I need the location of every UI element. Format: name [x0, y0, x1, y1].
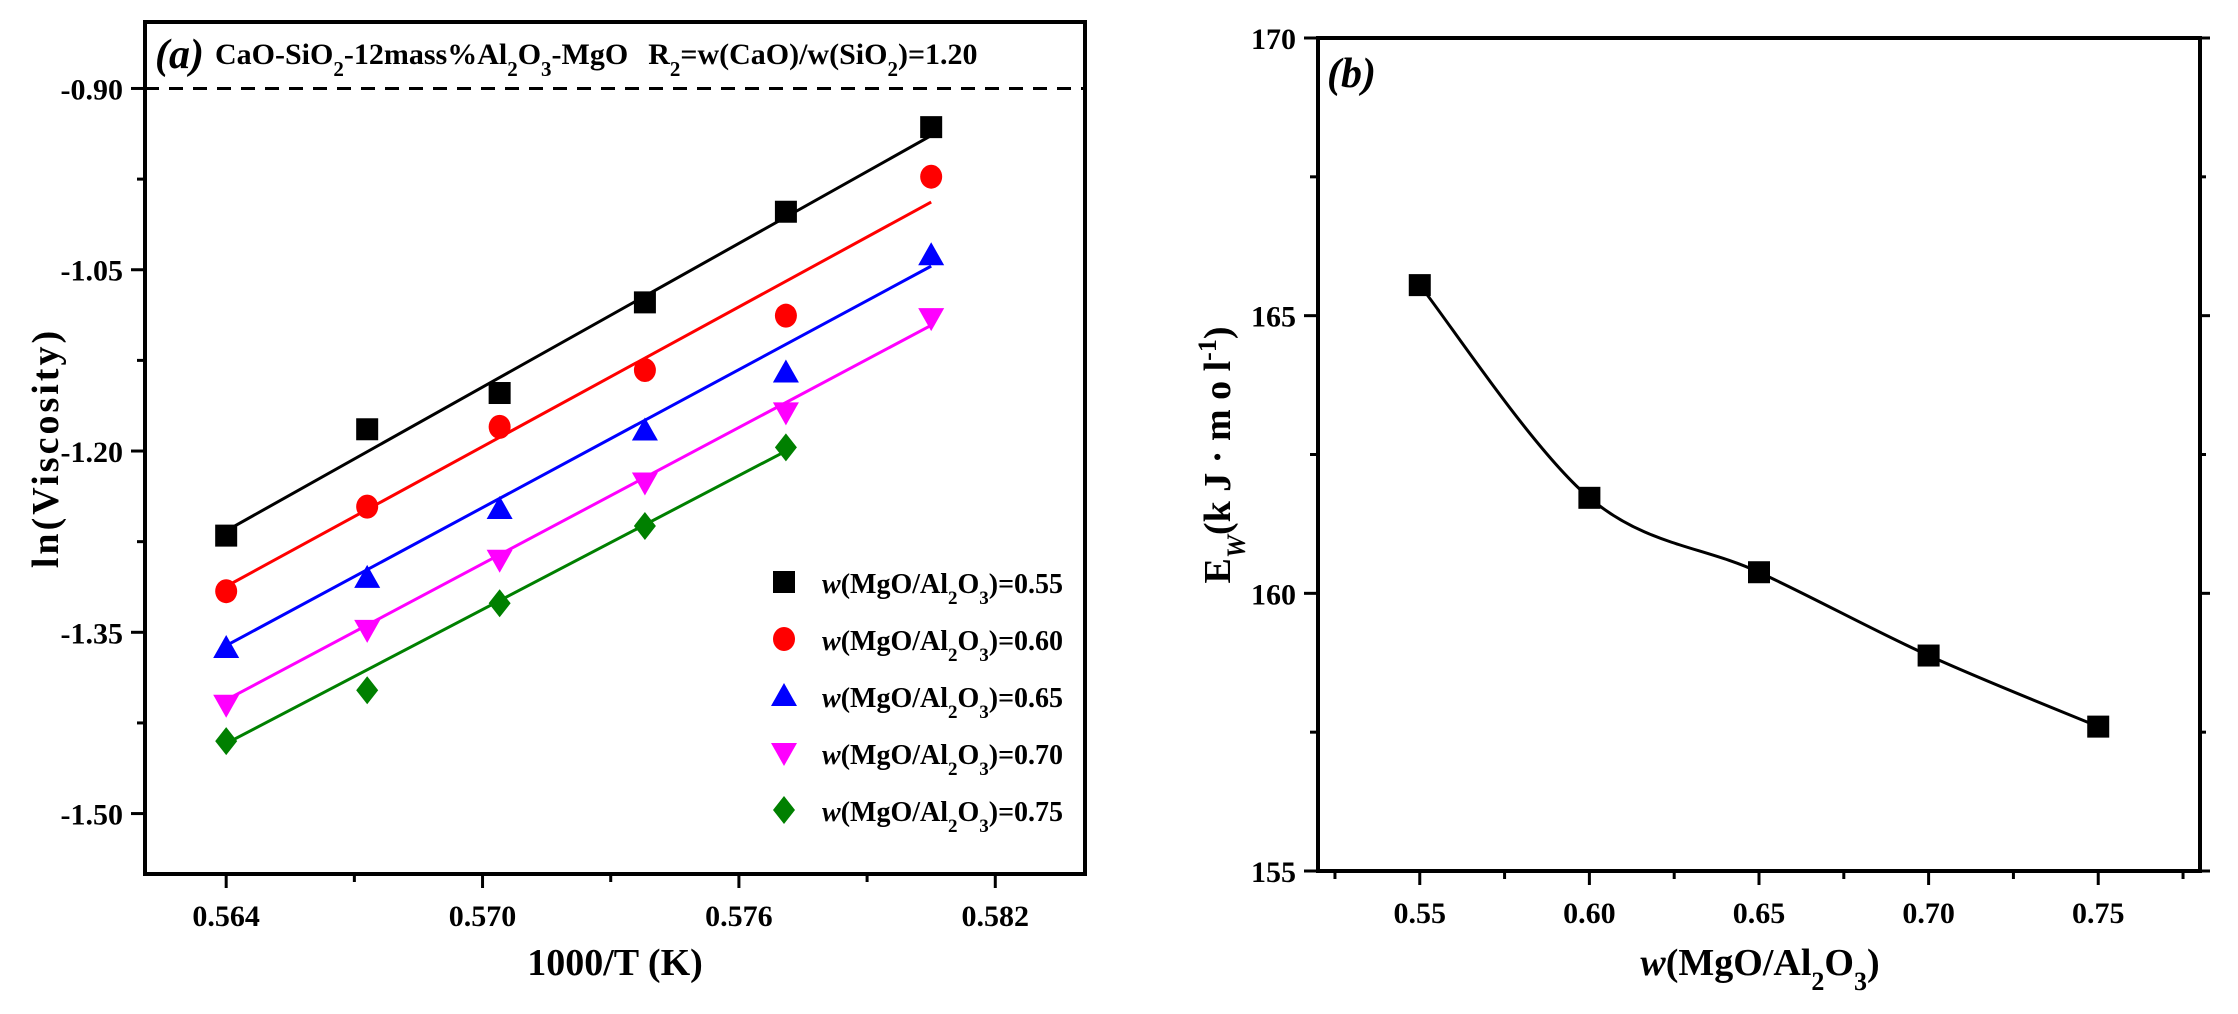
y-tick-label-b: 160: [1251, 578, 1296, 611]
fit-lines-a: [225, 134, 932, 745]
data-point-b: [1748, 561, 1770, 584]
x-tick-label-b: 0.65: [1733, 897, 1786, 930]
data-point-series-1: [633, 358, 656, 383]
markers-a: [213, 116, 945, 756]
data-point-series-4: [774, 433, 797, 462]
legend-label-2: w(MgO/Al2O3)=0.65: [822, 683, 1063, 723]
data-point-series-1: [774, 303, 797, 328]
fit-line-series-1: [225, 200, 932, 588]
y-tick-label-b: 165: [1251, 301, 1296, 334]
data-point-series-1: [356, 494, 379, 519]
legend-label-0: w(MgO/Al2O3)=0.55: [822, 569, 1063, 609]
data-point-series-0: [774, 200, 797, 223]
y-tick-label-b: 170: [1251, 23, 1296, 56]
x-tick-label-b: 0.75: [2072, 897, 2125, 930]
y-tick-label-a: -1.50: [61, 799, 124, 832]
data-point-b: [2087, 715, 2110, 738]
data-point-series-2: [354, 564, 381, 588]
data-point-series-4: [488, 589, 511, 618]
data-point-series-4: [633, 511, 656, 540]
data-point-series-2: [772, 359, 799, 383]
data-point-series-0: [215, 524, 238, 547]
data-point-series-0: [356, 418, 379, 441]
y-tick-label-a: -1.05: [61, 255, 124, 288]
data-point-series-2: [213, 635, 240, 659]
x-tick-label-b: 0.55: [1394, 897, 1447, 930]
data-point-series-1: [215, 579, 238, 604]
data-point-series-2: [486, 496, 513, 520]
plot-area-a: [143, 20, 1087, 876]
x-tick-label-b: 0.70: [1902, 897, 1955, 930]
legend-marker-0: [773, 571, 795, 593]
data-point-series-1: [488, 414, 511, 439]
chart-panel-a: 0.564 0.570 0.576 0.582 -0.90 -1.05 -1.20 -1.35…: [25, 20, 1087, 984]
chart-panel-b: 0.55 0.60 0.65 0.70 0.75 155 160 165 170 (b) w(M…: [1193, 23, 2210, 996]
y-tick-label-a: -1.35: [61, 617, 124, 650]
y-tick-label-a: -0.90: [61, 73, 124, 106]
x-tick-label-a: 0.570: [449, 900, 517, 933]
data-point-series-2: [631, 417, 658, 441]
x-tick-label-b: 0.60: [1563, 897, 1616, 930]
legend-label-3: w(MgO/Al2O3)=0.70: [822, 740, 1063, 780]
legend-marker-4: [773, 796, 795, 824]
legend-label-1: w(MgO/Al2O3)=0.60: [822, 626, 1063, 666]
data-point-series-0: [920, 116, 943, 139]
markers-b: [1408, 274, 2110, 738]
legend-marker-3: [771, 743, 797, 766]
x-axis-title-a: 1000/T (K): [527, 942, 703, 984]
legend-a: w(MgO/Al2O3)=0.55 w(MgO/Al2O3)=0.60 w(MgO/…: [771, 569, 1063, 837]
legend-marker-1: [773, 627, 795, 651]
ticks-b: 0.55 0.60 0.65 0.70 0.75 155 160 165 170: [1251, 23, 2210, 930]
data-point-series-0: [633, 291, 656, 314]
fit-line-series-3: [225, 324, 932, 702]
y-tick-label-b: 155: [1251, 856, 1296, 889]
data-point-b: [1578, 486, 1601, 509]
data-point-series-4: [215, 727, 238, 756]
data-point-series-3: [918, 308, 945, 332]
data-point-series-0: [488, 382, 511, 405]
data-point-series-3: [213, 694, 240, 718]
x-axis-title-b: w(MgO/Al2O3): [1640, 942, 1879, 996]
data-point-series-3: [772, 402, 799, 426]
trend-curve-b: [1418, 284, 2099, 728]
data-point-series-2: [918, 242, 945, 266]
fit-line-series-4: [225, 449, 787, 745]
data-point-b: [1917, 644, 1940, 667]
x-tick-label-a: 0.576: [705, 900, 773, 933]
ticks-a: 0.564 0.570 0.576 0.582 -0.90 -1.05 -1.20 -1.35…: [61, 73, 1030, 933]
data-point-series-1: [920, 164, 943, 189]
data-point-series-4: [356, 676, 379, 705]
x-tick-label-a: 0.582: [962, 900, 1030, 933]
y-axis-title-a: ln(Viscosity): [25, 328, 67, 568]
y-tick-label-a: -1.20: [61, 436, 124, 469]
panel-label-b: (b): [1327, 51, 1376, 97]
data-point-series-3: [486, 549, 513, 573]
data-point-series-3: [354, 619, 381, 643]
fit-line-series-2: [225, 264, 932, 647]
x-tick-label-a: 0.564: [192, 900, 260, 933]
data-point-series-3: [631, 472, 658, 496]
fit-line-series-0: [225, 134, 932, 533]
y-axis-title-b: EW(k J · m o l-1): [1193, 327, 1251, 584]
panel-label-a: (a): [155, 32, 204, 78]
data-point-b: [1408, 274, 1431, 297]
legend-label-4: w(MgO/Al2O3)=0.75: [822, 797, 1063, 837]
chart-title-a: CaO-SiO2-12mass%Al2O3-MgO R2=w(CaO)/w(SiO…: [215, 38, 978, 81]
legend-marker-2: [771, 683, 797, 706]
plot-area-b: [1316, 36, 2202, 873]
